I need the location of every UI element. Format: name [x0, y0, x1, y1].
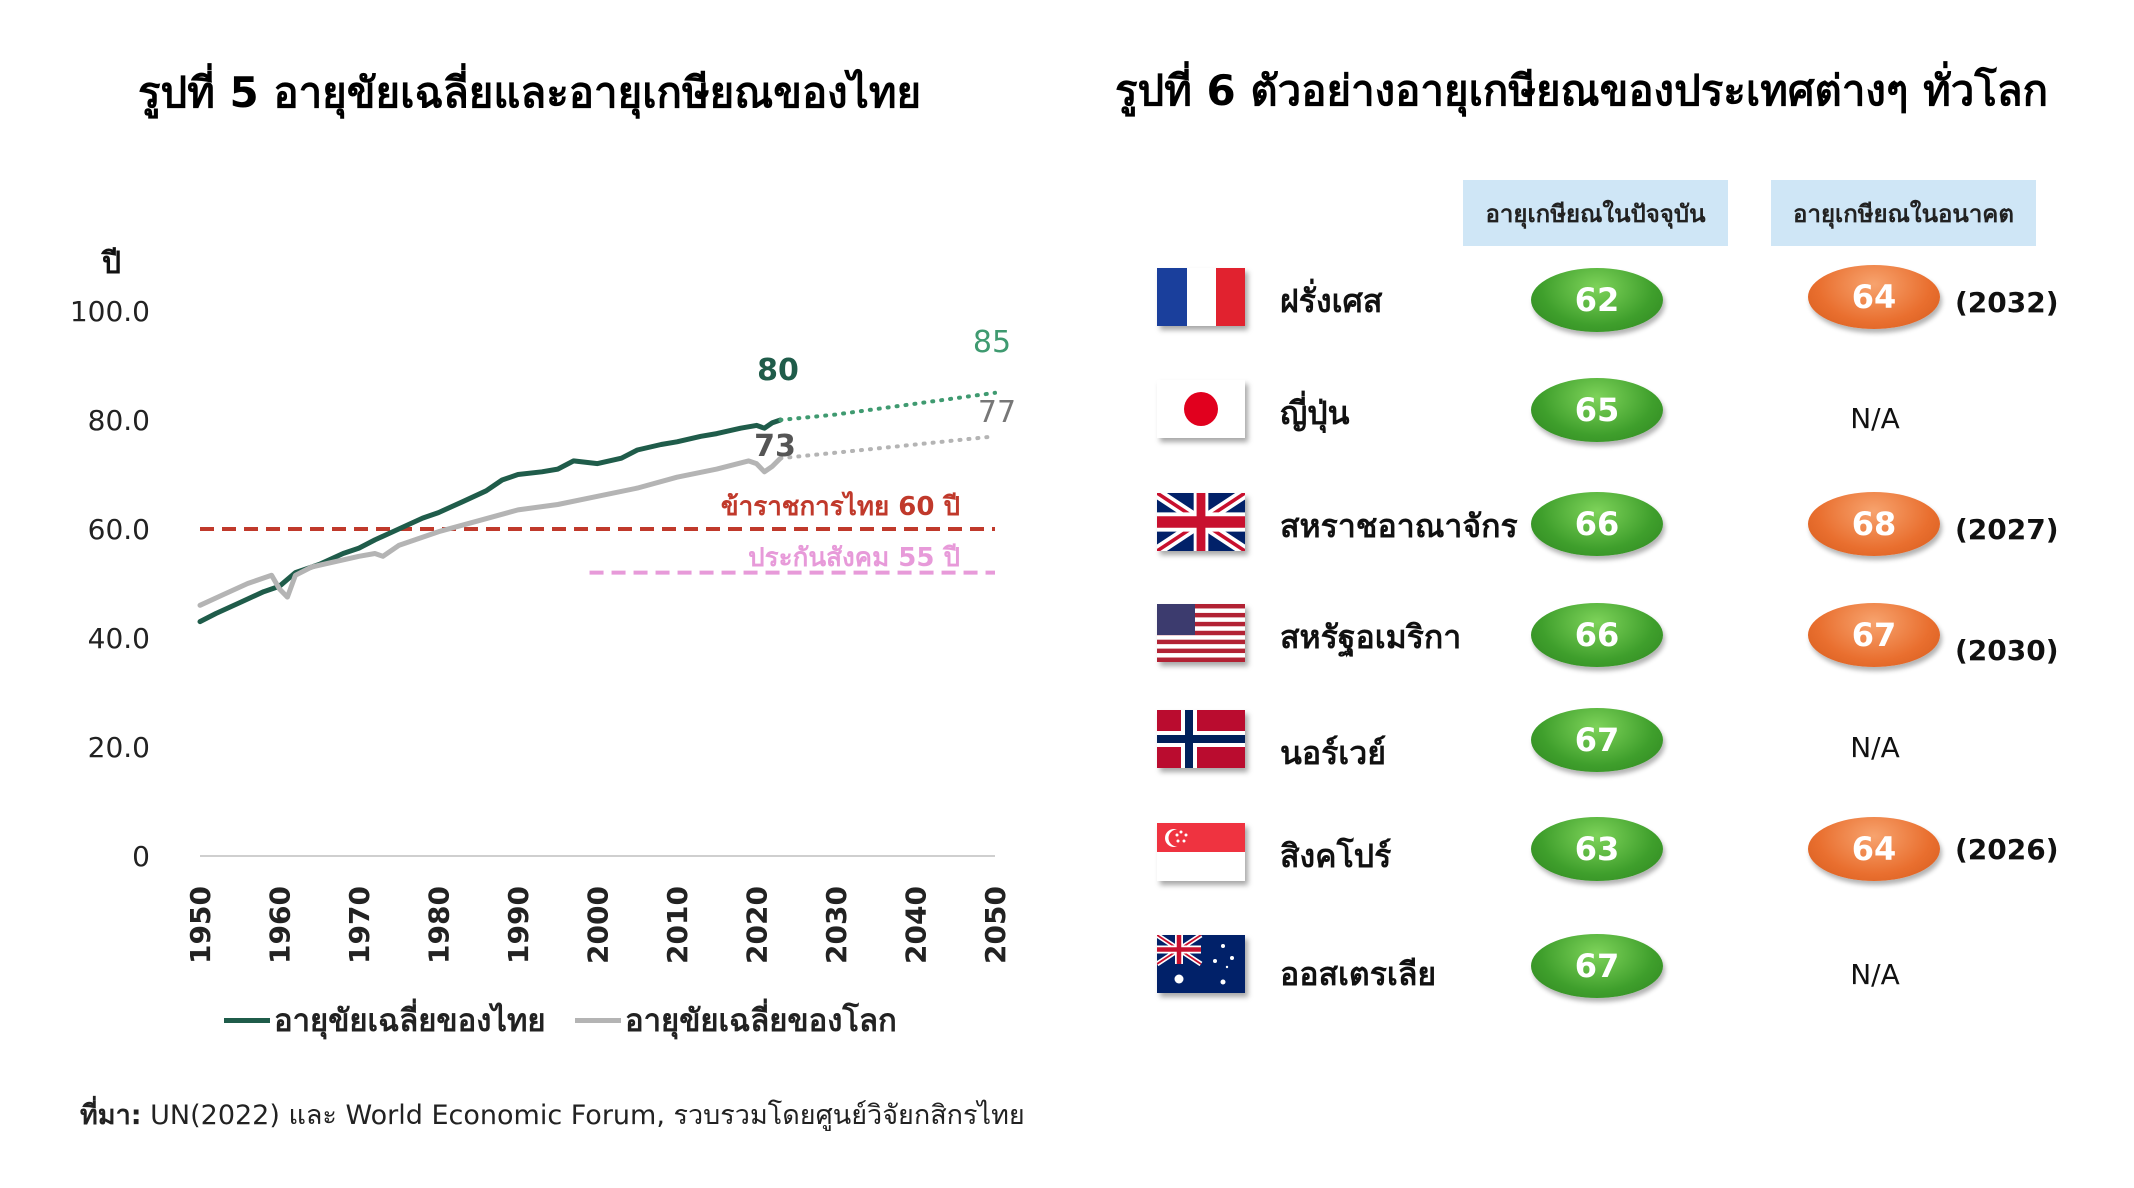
y-tick-label: 0 — [132, 840, 150, 873]
legend-thai-label: อายุขัยเฉลี่ยของไทย — [274, 1003, 546, 1039]
current-age-pill: 66 — [1531, 603, 1663, 667]
projection-line — [778, 434, 997, 461]
japan-flag-icon — [1157, 380, 1245, 438]
country-name: สิงคโปร์ — [1280, 837, 1392, 875]
header-future-retirement-age: อายุเกษียณในอนาคต — [1771, 180, 2036, 246]
future-age-na: N/A — [1850, 731, 1900, 764]
country-row-uk: สหราชอาณาจักร 66 68 (2027) — [0, 492, 2134, 573]
usa-flag-icon — [1157, 604, 1245, 662]
series-line — [197, 455, 783, 608]
header-current-retirement-age: อายุเกษียณในปัจจุบัน — [1463, 180, 1728, 246]
x-tick-label: 1980 — [423, 886, 456, 964]
legend-world-swatch — [575, 1017, 621, 1023]
y-tick-label: 20.0 — [88, 731, 150, 764]
x-tick-label: 2040 — [900, 886, 933, 964]
country-name: สหราชอาณาจักร — [1280, 507, 1518, 545]
future-age-year: (2032) — [1955, 286, 2059, 319]
country-name: ฝรั่งเศส — [1280, 282, 1383, 320]
x-tick-label: 2010 — [661, 886, 694, 964]
y-tick-label: 60.0 — [88, 513, 150, 546]
y-tick-label: 40.0 — [88, 622, 150, 655]
country-row-norway: นอร์เวย์ 67 N/A — [0, 708, 2134, 790]
y-axis-unit: ปี — [100, 246, 121, 281]
future-age-year: (2030) — [1955, 634, 2059, 667]
country-name: สหรัฐอเมริกา — [1280, 618, 1462, 656]
reference-line-label: ประกันสังคม 55 ปี — [748, 543, 960, 573]
country-name: ออสเตรเลีย — [1280, 955, 1437, 993]
legend-thai-swatch — [224, 1017, 270, 1023]
future-age-year: (2026) — [1955, 833, 2059, 866]
country-row-usa: สหรัฐอเมริกา 66 67 (2030) — [0, 603, 2134, 684]
legend-world: อายุขัยเฉลี่ยของโลก — [575, 995, 897, 1045]
value-annotation: 85 — [973, 325, 1011, 360]
current-age-pill: 67 — [1531, 934, 1663, 998]
source-note: ที่มา: UN(2022) และ World Economic Forum… — [80, 1093, 1025, 1136]
future-age-pill: 67 — [1808, 603, 1940, 667]
life-expectancy-chart: ปี 0 20.0 40.0 60.0 80.0 100.0 1950 1960 1970 19… — [70, 246, 1016, 964]
country-row-japan: ญี่ปุ่น 65 N/A — [0, 378, 2134, 460]
legend-world-label: อายุขัยเฉลี่ยของโลก — [625, 1003, 897, 1039]
x-tick-label: 2020 — [741, 886, 774, 964]
y-tick-label: 100.0 — [70, 295, 150, 328]
x-tick-label: 1950 — [184, 886, 217, 964]
x-tick-label: 2050 — [979, 886, 1012, 964]
x-tick-label: 1970 — [343, 886, 376, 964]
country-row-france: ฝรั่งเศส 62 64 (2032) — [0, 265, 2134, 348]
x-tick-label: 1960 — [264, 886, 297, 964]
norway-flag-icon — [1157, 710, 1245, 768]
x-tick-label: 1990 — [502, 886, 535, 964]
future-age-pill: 64 — [1808, 817, 1940, 881]
x-tick-label: 2000 — [582, 886, 615, 964]
singapore-flag-icon — [1157, 823, 1245, 881]
uk-flag-icon — [1157, 493, 1245, 551]
current-age-pill: 67 — [1531, 708, 1663, 772]
legend-thai: อายุขัยเฉลี่ยของไทย — [224, 995, 546, 1045]
value-annotation: 80 — [757, 353, 799, 388]
source-text: UN(2022) และ World Economic Forum, รวบรว… — [141, 1100, 1025, 1131]
current-age-pill: 62 — [1531, 268, 1663, 332]
future-age-na: N/A — [1850, 958, 1900, 991]
future-age-pill: 64 — [1808, 265, 1940, 329]
value-annotation: 77 — [978, 395, 1016, 430]
figure6-title: รูปที่ 6 ตัวอย่างอายุเกษียณของประเทศต่าง… — [1115, 66, 2049, 115]
current-age-pill: 63 — [1531, 817, 1663, 881]
projection-line — [778, 390, 997, 422]
figure5-title: รูปที่ 5 อายุขัยเฉลี่ยและอายุเกษียณของไท… — [138, 68, 922, 117]
france-flag-icon — [1157, 268, 1245, 326]
future-age-na: N/A — [1850, 402, 1900, 435]
country-name: ญี่ปุ่น — [1280, 394, 1350, 432]
source-label: ที่มา: — [80, 1100, 142, 1131]
country-row-australia: ออสเตรเลีย 67 N/A — [0, 934, 2134, 1015]
current-age-pill: 66 — [1531, 492, 1663, 556]
future-age-year: (2027) — [1955, 513, 2059, 546]
australia-flag-icon — [1157, 935, 1245, 993]
future-age-pill: 68 — [1808, 492, 1940, 556]
country-name: นอร์เวย์ — [1280, 734, 1386, 772]
current-age-pill: 65 — [1531, 378, 1663, 442]
x-tick-label: 2030 — [820, 886, 853, 964]
country-row-singapore: สิงคโปร์ 63 64 (2026) — [0, 817, 2134, 903]
reference-line-label: ข้าราชการไทย 60 ปี — [721, 490, 960, 522]
value-annotation: 73 — [754, 429, 796, 464]
y-tick-label: 80.0 — [88, 404, 150, 437]
